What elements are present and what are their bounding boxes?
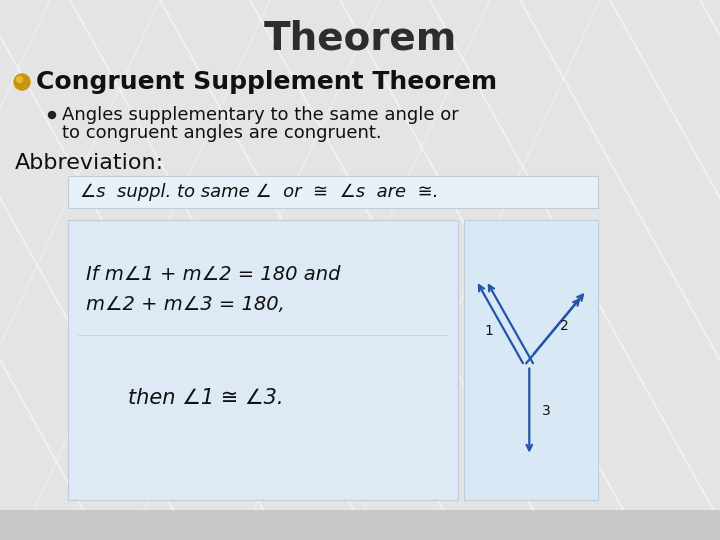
Text: Theorem: Theorem [264, 19, 456, 57]
Circle shape [14, 74, 30, 90]
Text: to congruent angles are congruent.: to congruent angles are congruent. [62, 124, 382, 142]
Circle shape [17, 77, 22, 83]
Text: If m∠1 + m∠2 = 180 and: If m∠1 + m∠2 = 180 and [86, 266, 341, 285]
Bar [68, 220, 458, 500]
Text: Congruent Supplement Theorem: Congruent Supplement Theorem [36, 70, 497, 94]
Bar [0, 510, 720, 540]
Text: Abbreviation:: Abbreviation: [15, 153, 164, 173]
Text: 1: 1 [485, 323, 494, 338]
Text: then ∠1 ≅ ∠3.: then ∠1 ≅ ∠3. [128, 388, 284, 408]
Text: m∠2 + m∠3 = 180,: m∠2 + m∠3 = 180, [86, 295, 285, 314]
Text: 2: 2 [560, 319, 569, 333]
Bar [68, 176, 598, 208]
Text: ∠s  suppl. to same ∠  or  ≅  ∠s  are  ≅.: ∠s suppl. to same ∠ or ≅ ∠s are ≅. [80, 183, 438, 201]
Circle shape [48, 111, 55, 118]
Text: Angles supplementary to the same angle or: Angles supplementary to the same angle o… [62, 106, 459, 124]
Bar [464, 220, 598, 500]
Text: 3: 3 [542, 403, 551, 417]
